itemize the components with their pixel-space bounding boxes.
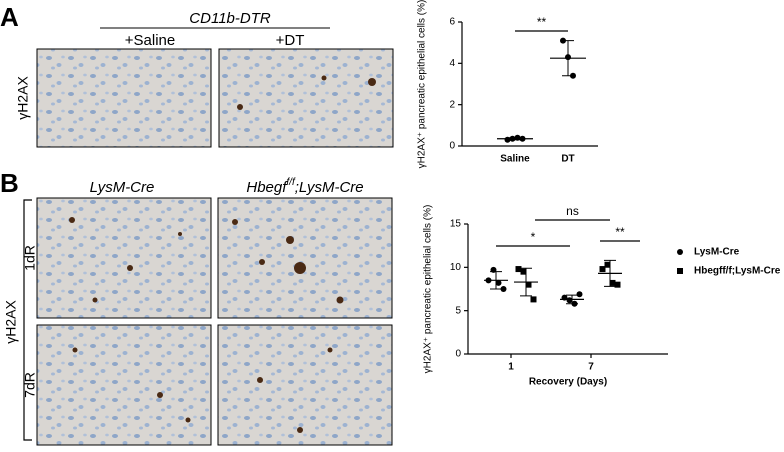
stain-spot [321, 75, 327, 81]
error-bar [604, 259, 616, 287]
y-tick-label: 4 [449, 58, 455, 69]
point [515, 266, 522, 273]
group-label: CD11b-DTR [189, 10, 271, 27]
label-sup: f/f [286, 177, 296, 188]
y-axis-label: γH2AX⁺ pancreatic epithelial cells (%) [417, 0, 428, 168]
point [614, 281, 621, 288]
error-bar [562, 40, 574, 77]
y-tick-label: 5 [455, 305, 461, 316]
micrograph [36, 197, 212, 319]
significance-label: * [531, 230, 536, 244]
legend-marker [677, 268, 683, 274]
error-bar [520, 267, 532, 297]
column-label: LysM-Cre [90, 179, 155, 196]
error-bar [509, 137, 521, 141]
y-tick-label: 2 [449, 99, 455, 110]
point [576, 291, 583, 298]
micrograph [36, 324, 212, 446]
panel-letter: B [0, 168, 19, 198]
panel-letter: A [0, 2, 19, 32]
point [604, 261, 611, 268]
point [599, 266, 606, 273]
stain-spot [368, 78, 376, 86]
point [609, 279, 616, 286]
x-axis-label: Recovery (Days) [529, 377, 607, 388]
point [530, 296, 537, 303]
point [500, 286, 507, 292]
point [525, 281, 532, 288]
legend-label: Hbegff/f;LysM-Cre [694, 266, 781, 277]
micrograph [217, 324, 393, 446]
significance-label: ** [537, 15, 547, 29]
point [520, 268, 527, 275]
column-label: +DT [276, 32, 305, 49]
stain-label: γH2AX [3, 300, 19, 344]
legend-marker [677, 249, 683, 255]
significance-label: ns [566, 204, 579, 218]
y-axis-label: γH2AX⁺ pancreatic epithelial cells (%) [423, 205, 434, 374]
y-tick-label: 15 [450, 219, 462, 230]
y-tick-label: 0 [449, 141, 455, 152]
micrograph [218, 48, 394, 148]
label-part: Hbegf [246, 179, 288, 196]
x-tick-label: 1 [508, 362, 514, 373]
row-label: 1dR [22, 245, 38, 271]
stain-label: γH2AX [15, 76, 31, 120]
error-bar [490, 271, 502, 290]
x-tick-label: Saline [500, 154, 530, 165]
legend-label: LysM-Cre [694, 247, 740, 258]
label-part: ;LysM-Cre [295, 179, 364, 196]
point [495, 279, 502, 286]
significance-label: ** [615, 225, 625, 239]
row-bracket [23, 199, 32, 441]
point [566, 297, 573, 304]
y-tick-label: 10 [450, 262, 462, 273]
column-label: +Saline [125, 32, 175, 49]
y-tick-label: 6 [449, 17, 455, 28]
x-tick-label: DT [561, 154, 574, 165]
row-label: 7dR [22, 372, 38, 398]
stain-spots [69, 217, 344, 433]
micrograph [36, 48, 212, 148]
micrograph [217, 197, 393, 319]
error-bar [566, 294, 578, 305]
column-label: Hbegff/f;LysM-Cre [246, 177, 363, 196]
y-tick-label: 0 [455, 349, 461, 360]
stain-spot [237, 104, 243, 110]
x-tick-label: 7 [588, 362, 594, 373]
